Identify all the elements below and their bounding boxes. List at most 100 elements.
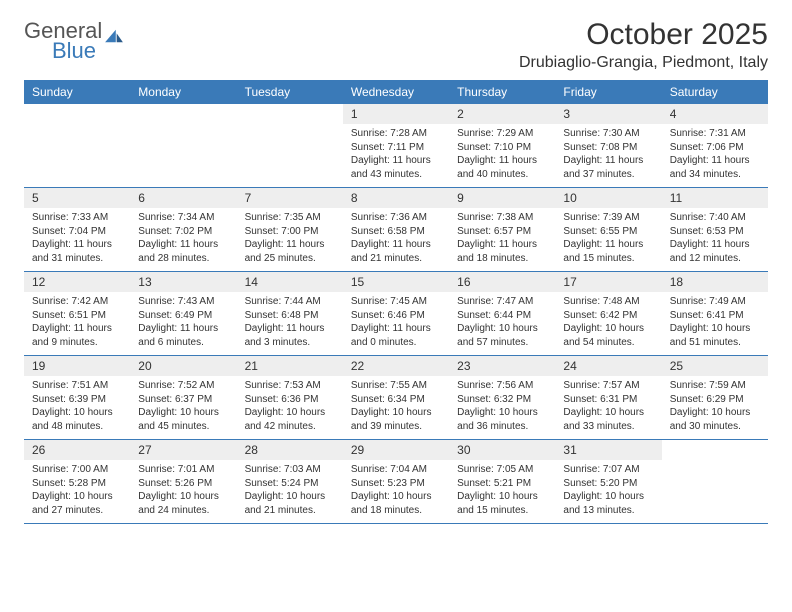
daylight-text: Daylight: 10 hours and 15 minutes. [457, 490, 547, 517]
day-details: Sunrise: 7:42 AMSunset: 6:51 PMDaylight:… [24, 292, 130, 355]
daylight-text: Daylight: 11 hours and 34 minutes. [670, 154, 760, 181]
title-block: October 2025 Drubiaglio-Grangia, Piedmon… [519, 18, 768, 72]
sunset-text: Sunset: 6:57 PM [457, 225, 547, 239]
day-cell: 20Sunrise: 7:52 AMSunset: 6:37 PMDayligh… [130, 356, 236, 439]
daylight-text: Daylight: 11 hours and 0 minutes. [351, 322, 441, 349]
sunset-text: Sunset: 5:20 PM [563, 477, 653, 491]
day-number: 4 [662, 104, 768, 124]
day-cell: 11Sunrise: 7:40 AMSunset: 6:53 PMDayligh… [662, 188, 768, 271]
day-details: Sunrise: 7:48 AMSunset: 6:42 PMDaylight:… [555, 292, 661, 355]
day-cell: 17Sunrise: 7:48 AMSunset: 6:42 PMDayligh… [555, 272, 661, 355]
daylight-text: Daylight: 11 hours and 43 minutes. [351, 154, 441, 181]
day-number: 26 [24, 440, 130, 460]
week-row: 1Sunrise: 7:28 AMSunset: 7:11 PMDaylight… [24, 104, 768, 188]
day-details: Sunrise: 7:49 AMSunset: 6:41 PMDaylight:… [662, 292, 768, 355]
weekday-tuesday: Tuesday [237, 80, 343, 104]
day-number: 23 [449, 356, 555, 376]
daylight-text: Daylight: 10 hours and 33 minutes. [563, 406, 653, 433]
daylight-text: Daylight: 10 hours and 30 minutes. [670, 406, 760, 433]
weekday-friday: Friday [555, 80, 661, 104]
day-details: Sunrise: 7:28 AMSunset: 7:11 PMDaylight:… [343, 124, 449, 187]
day-details: Sunrise: 7:07 AMSunset: 5:20 PMDaylight:… [555, 460, 661, 523]
daylight-text: Daylight: 11 hours and 9 minutes. [32, 322, 122, 349]
day-number: 30 [449, 440, 555, 460]
day-number: 7 [237, 188, 343, 208]
day-details: Sunrise: 7:30 AMSunset: 7:08 PMDaylight:… [555, 124, 661, 187]
sunrise-text: Sunrise: 7:59 AM [670, 379, 760, 393]
day-cell: 14Sunrise: 7:44 AMSunset: 6:48 PMDayligh… [237, 272, 343, 355]
daylight-text: Daylight: 10 hours and 24 minutes. [138, 490, 228, 517]
day-details: Sunrise: 7:52 AMSunset: 6:37 PMDaylight:… [130, 376, 236, 439]
daylight-text: Daylight: 11 hours and 37 minutes. [563, 154, 653, 181]
sunset-text: Sunset: 6:58 PM [351, 225, 441, 239]
weekday-thursday: Thursday [449, 80, 555, 104]
day-cell [130, 104, 236, 187]
sunrise-text: Sunrise: 7:55 AM [351, 379, 441, 393]
sunrise-text: Sunrise: 7:43 AM [138, 295, 228, 309]
sunrise-text: Sunrise: 7:44 AM [245, 295, 335, 309]
day-details: Sunrise: 7:40 AMSunset: 6:53 PMDaylight:… [662, 208, 768, 271]
day-details: Sunrise: 7:51 AMSunset: 6:39 PMDaylight:… [24, 376, 130, 439]
day-details: Sunrise: 7:38 AMSunset: 6:57 PMDaylight:… [449, 208, 555, 271]
day-number: 15 [343, 272, 449, 292]
sunrise-text: Sunrise: 7:04 AM [351, 463, 441, 477]
day-cell: 10Sunrise: 7:39 AMSunset: 6:55 PMDayligh… [555, 188, 661, 271]
day-number: 20 [130, 356, 236, 376]
day-cell: 2Sunrise: 7:29 AMSunset: 7:10 PMDaylight… [449, 104, 555, 187]
day-cell: 24Sunrise: 7:57 AMSunset: 6:31 PMDayligh… [555, 356, 661, 439]
day-number: 1 [343, 104, 449, 124]
day-details: Sunrise: 7:47 AMSunset: 6:44 PMDaylight:… [449, 292, 555, 355]
sunrise-text: Sunrise: 7:28 AM [351, 127, 441, 141]
sunset-text: Sunset: 5:21 PM [457, 477, 547, 491]
sunrise-text: Sunrise: 7:57 AM [563, 379, 653, 393]
sunset-text: Sunset: 6:46 PM [351, 309, 441, 323]
day-cell [662, 440, 768, 523]
sunset-text: Sunset: 6:37 PM [138, 393, 228, 407]
calendar: Sunday Monday Tuesday Wednesday Thursday… [24, 80, 768, 524]
sunset-text: Sunset: 7:02 PM [138, 225, 228, 239]
sunrise-text: Sunrise: 7:31 AM [670, 127, 760, 141]
daylight-text: Daylight: 10 hours and 39 minutes. [351, 406, 441, 433]
sunrise-text: Sunrise: 7:30 AM [563, 127, 653, 141]
daylight-text: Daylight: 11 hours and 28 minutes. [138, 238, 228, 265]
day-number: 28 [237, 440, 343, 460]
day-details: Sunrise: 7:39 AMSunset: 6:55 PMDaylight:… [555, 208, 661, 271]
sunrise-text: Sunrise: 7:47 AM [457, 295, 547, 309]
sunrise-text: Sunrise: 7:34 AM [138, 211, 228, 225]
sunset-text: Sunset: 6:44 PM [457, 309, 547, 323]
sunset-text: Sunset: 7:11 PM [351, 141, 441, 155]
day-cell: 12Sunrise: 7:42 AMSunset: 6:51 PMDayligh… [24, 272, 130, 355]
sunrise-text: Sunrise: 7:07 AM [563, 463, 653, 477]
sunset-text: Sunset: 5:28 PM [32, 477, 122, 491]
day-number: 2 [449, 104, 555, 124]
day-cell: 6Sunrise: 7:34 AMSunset: 7:02 PMDaylight… [130, 188, 236, 271]
day-cell: 25Sunrise: 7:59 AMSunset: 6:29 PMDayligh… [662, 356, 768, 439]
day-details: Sunrise: 7:43 AMSunset: 6:49 PMDaylight:… [130, 292, 236, 355]
day-number: 24 [555, 356, 661, 376]
sunset-text: Sunset: 6:49 PM [138, 309, 228, 323]
sunrise-text: Sunrise: 7:53 AM [245, 379, 335, 393]
day-details: Sunrise: 7:31 AMSunset: 7:06 PMDaylight:… [662, 124, 768, 187]
daylight-text: Daylight: 10 hours and 36 minutes. [457, 406, 547, 433]
day-number: 14 [237, 272, 343, 292]
sunrise-text: Sunrise: 7:00 AM [32, 463, 122, 477]
header: GeneralBlue October 2025 Drubiaglio-Gran… [24, 18, 768, 72]
daylight-text: Daylight: 11 hours and 40 minutes. [457, 154, 547, 181]
sunrise-text: Sunrise: 7:35 AM [245, 211, 335, 225]
week-row: 12Sunrise: 7:42 AMSunset: 6:51 PMDayligh… [24, 272, 768, 356]
day-details: Sunrise: 7:44 AMSunset: 6:48 PMDaylight:… [237, 292, 343, 355]
day-number: 17 [555, 272, 661, 292]
day-number: 21 [237, 356, 343, 376]
day-details: Sunrise: 7:03 AMSunset: 5:24 PMDaylight:… [237, 460, 343, 523]
daylight-text: Daylight: 10 hours and 51 minutes. [670, 322, 760, 349]
sunrise-text: Sunrise: 7:29 AM [457, 127, 547, 141]
day-cell: 28Sunrise: 7:03 AMSunset: 5:24 PMDayligh… [237, 440, 343, 523]
day-number: 18 [662, 272, 768, 292]
sunrise-text: Sunrise: 7:33 AM [32, 211, 122, 225]
sunrise-text: Sunrise: 7:48 AM [563, 295, 653, 309]
day-cell: 9Sunrise: 7:38 AMSunset: 6:57 PMDaylight… [449, 188, 555, 271]
sunrise-text: Sunrise: 7:38 AM [457, 211, 547, 225]
daylight-text: Daylight: 10 hours and 42 minutes. [245, 406, 335, 433]
day-details: Sunrise: 7:53 AMSunset: 6:36 PMDaylight:… [237, 376, 343, 439]
daylight-text: Daylight: 10 hours and 27 minutes. [32, 490, 122, 517]
